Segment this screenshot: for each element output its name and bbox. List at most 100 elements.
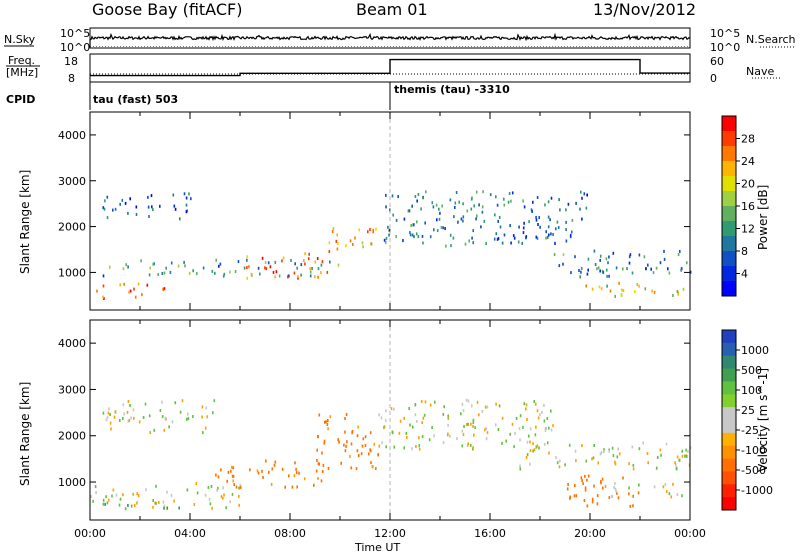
velocity-colorbar-swatch xyxy=(722,368,736,382)
velocity-cell xyxy=(346,440,348,444)
power-cell xyxy=(320,263,323,267)
velocity-cell xyxy=(676,493,679,496)
power-cell xyxy=(442,226,444,230)
power-cell xyxy=(96,289,98,293)
power-cell xyxy=(196,272,198,276)
power-cell xyxy=(174,207,177,211)
velocity-cell xyxy=(421,435,424,439)
velocity-cell xyxy=(467,399,470,403)
velocity-cell xyxy=(629,504,632,508)
power-cell xyxy=(466,209,469,213)
power-cell xyxy=(328,241,331,245)
power-cell xyxy=(170,261,173,265)
power-cell xyxy=(332,227,335,231)
power-cell xyxy=(125,263,127,267)
velocity-cell xyxy=(119,497,122,501)
velocity-cell xyxy=(380,416,383,420)
velocity-cell xyxy=(449,434,451,438)
power-cell xyxy=(472,229,474,233)
velocity-cell xyxy=(541,410,543,414)
velocity-cell xyxy=(535,445,538,449)
velocity-cell xyxy=(575,459,577,463)
nsearch-tick-bottom: 10^0 xyxy=(710,41,741,54)
power-cell xyxy=(248,265,250,269)
power-cell xyxy=(628,255,631,259)
velocity-cell xyxy=(567,483,569,486)
power-cell xyxy=(522,199,524,203)
velocity-cell xyxy=(550,428,553,432)
velocity-cell xyxy=(593,484,595,488)
velocity-cell xyxy=(566,487,569,491)
power-cell xyxy=(536,236,539,240)
power-cell xyxy=(102,295,104,299)
power-cell xyxy=(264,261,267,264)
power-cell xyxy=(420,207,422,211)
power-cell xyxy=(549,218,551,222)
velocity-cell xyxy=(592,456,595,460)
power-cell xyxy=(508,192,511,195)
velocity-cell xyxy=(166,506,169,510)
velocity-cell xyxy=(325,420,327,424)
power-cell xyxy=(102,206,105,210)
x-tick-label: 16:00 xyxy=(474,527,506,540)
velocity-cell xyxy=(270,482,273,486)
velocity-cell xyxy=(518,427,521,431)
power-cell xyxy=(663,257,666,261)
power-cell xyxy=(525,235,528,239)
velocity-cell xyxy=(201,415,203,419)
power-cell xyxy=(417,193,420,196)
power-cell xyxy=(510,199,512,203)
velocity-cell xyxy=(204,426,207,430)
power-cell xyxy=(591,287,594,291)
velocity-cell xyxy=(568,443,571,447)
power-cell xyxy=(433,228,435,232)
power-cell xyxy=(620,292,623,296)
velocity-cell xyxy=(295,471,298,475)
power-cell xyxy=(663,249,665,253)
velocity-cell xyxy=(344,430,346,434)
velocity-cell xyxy=(586,504,589,508)
velocity-cell xyxy=(375,467,377,470)
velocity-cell xyxy=(614,460,616,464)
velocity-cell xyxy=(104,502,106,506)
velocity-cell xyxy=(529,440,531,444)
velocity-cell xyxy=(602,486,604,490)
power-cell xyxy=(567,202,570,206)
velocity-cell xyxy=(130,416,132,420)
power-cell xyxy=(304,252,306,256)
velocity-cell xyxy=(106,501,109,505)
power-cell xyxy=(185,210,188,214)
velocity-cell xyxy=(442,441,445,445)
velocity-cell xyxy=(153,428,156,432)
power-cell xyxy=(335,239,338,243)
power-cell xyxy=(622,289,625,292)
velocity-cell xyxy=(525,407,527,411)
velocity-cell xyxy=(584,488,587,492)
power-cell xyxy=(421,234,424,238)
velocity-cell xyxy=(408,407,410,410)
velocity-cell xyxy=(583,499,586,502)
velocity-cell xyxy=(268,470,270,474)
power-cell xyxy=(581,196,583,200)
power-cell xyxy=(464,242,467,246)
power-cell xyxy=(392,213,394,217)
velocity-cell xyxy=(187,412,189,416)
power-cell xyxy=(190,197,192,201)
power-cell xyxy=(129,289,132,293)
velocity-cell xyxy=(666,490,668,494)
velocity-cell xyxy=(265,459,267,463)
velocity-cell xyxy=(132,408,135,412)
power-cell xyxy=(535,218,538,222)
velocity-cell xyxy=(676,455,679,459)
power-cell xyxy=(153,262,155,266)
power-cell xyxy=(222,274,225,278)
velocity-cell xyxy=(137,494,140,497)
power-cell xyxy=(265,267,268,271)
velocity-cell xyxy=(238,503,240,507)
velocity-cell xyxy=(107,498,110,502)
power-cell xyxy=(129,197,131,201)
velocity-cell xyxy=(664,482,667,486)
power-cell xyxy=(599,254,602,258)
power-cell xyxy=(141,293,143,297)
velocity-cell xyxy=(233,483,235,487)
